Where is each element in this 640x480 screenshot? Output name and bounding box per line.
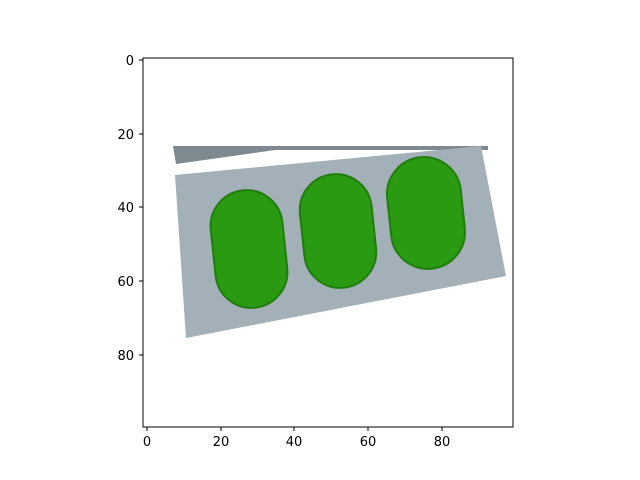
x-tick-label: 60 bbox=[360, 435, 377, 450]
y-tick-label: 40 bbox=[117, 201, 134, 216]
y-tick-label: 60 bbox=[117, 275, 134, 290]
y-tick-label: 0 bbox=[126, 54, 134, 69]
axes-frame bbox=[142, 57, 514, 428]
x-tick-label: 0 bbox=[143, 435, 151, 450]
x-axis: 0 20 40 60 80 bbox=[143, 427, 450, 450]
green-pill-middle bbox=[298, 173, 378, 289]
y-axis: 0 20 40 60 80 bbox=[117, 54, 143, 364]
tile-shadow bbox=[173, 146, 488, 164]
image-area bbox=[143, 58, 513, 427]
x-tick-label: 80 bbox=[434, 435, 451, 450]
x-tick-label: 40 bbox=[286, 435, 303, 450]
x-tick-label: 20 bbox=[213, 435, 230, 450]
y-tick-label: 20 bbox=[117, 128, 134, 143]
green-pill-right bbox=[386, 156, 466, 270]
y-tick-label: 80 bbox=[117, 349, 134, 364]
green-pill-left bbox=[209, 189, 289, 309]
